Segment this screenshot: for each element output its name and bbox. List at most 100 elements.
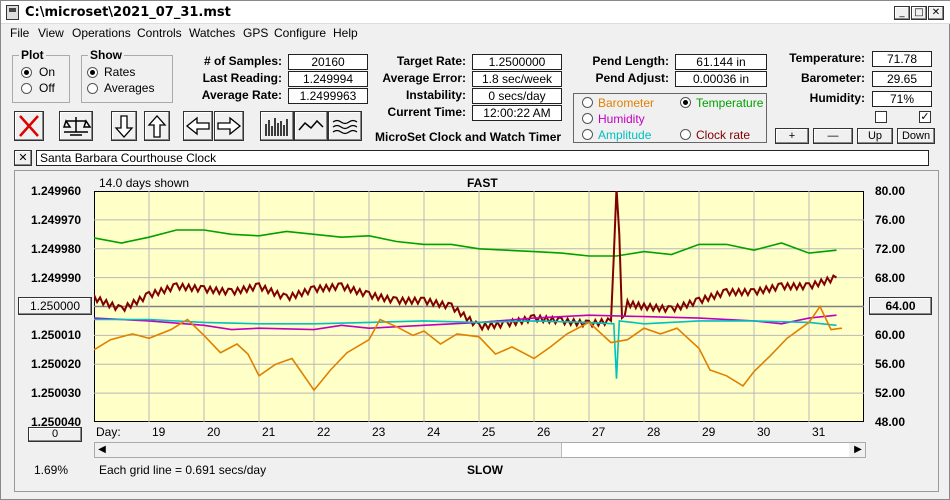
average-error-label: Average Error:	[382, 71, 466, 85]
left-axis-tick-label: 1.249970	[31, 212, 82, 227]
down-arrow-icon	[114, 115, 134, 138]
left-axis-tick-label: 1.250020	[31, 357, 82, 372]
bars-icon	[265, 118, 288, 136]
temperature-field[interactable]: 71.78	[872, 51, 932, 67]
right-arrow-button[interactable]	[214, 111, 244, 141]
line-chart-button[interactable]	[294, 111, 328, 141]
percent-label: 1.69%	[34, 463, 69, 477]
menu-gps[interactable]: GPS	[243, 26, 269, 40]
humidity-option: Humidity	[598, 112, 645, 126]
slow-label: SLOW	[467, 463, 503, 477]
show-group: Show Rates Averages	[81, 48, 173, 103]
up-arrow-button[interactable]	[144, 111, 170, 141]
amplitude-radio[interactable]	[582, 129, 593, 140]
checkbox-right[interactable]: ✓	[919, 111, 931, 123]
title-bar: C:\microset\2021_07_31.mst _ □ ✕	[1, 1, 950, 24]
current-time-field[interactable]: 12:00:22 AM	[472, 105, 562, 121]
pend-adjust-field[interactable]: 0.00036 in	[675, 71, 767, 87]
ripple-icon	[332, 119, 358, 135]
last-reading-label: Last Reading:	[202, 71, 282, 85]
rate-center-button[interactable]: 1.250000	[18, 297, 92, 315]
balance-scale-icon	[62, 117, 92, 136]
sensor-center-button[interactable]: 64.00	[869, 297, 932, 315]
up-arrow-icon	[147, 115, 167, 138]
menu-configure[interactable]: Configure	[274, 26, 327, 40]
humidity-field[interactable]: 71%	[872, 91, 932, 107]
right-axis-tick-label: 60.00	[875, 328, 906, 343]
show-averages-radio[interactable]	[87, 83, 98, 94]
amplitude-series-line	[94, 318, 837, 379]
clock-rate-series-line	[94, 191, 838, 332]
average-error-field[interactable]: 1.8 sec/week	[472, 71, 562, 87]
plot-off-label: Off	[39, 81, 55, 95]
up-button[interactable]: Up	[857, 128, 893, 144]
average-rate-label: Average Rate:	[201, 88, 282, 102]
clock-rate-radio[interactable]	[680, 129, 691, 140]
red-x-icon	[19, 115, 39, 137]
last-reading-field[interactable]: 1.249994	[288, 71, 368, 87]
chart-plot-area[interactable]	[94, 191, 864, 422]
app-calculator-icon[interactable]	[6, 5, 19, 20]
bar-chart-button[interactable]	[260, 111, 294, 141]
x-axis-tick-label: 21	[262, 425, 276, 439]
instability-field[interactable]: 0 secs/day	[472, 88, 562, 104]
down-button[interactable]: Down	[897, 128, 935, 144]
left-axis-tick-label: 1.250030	[31, 386, 82, 401]
plot-on-radio[interactable]	[21, 67, 32, 78]
temperature-series-line	[94, 229, 837, 257]
plot-group: Plot On Off	[12, 48, 70, 103]
menu-controls[interactable]: Controls	[137, 26, 182, 40]
plus-button[interactable]: +	[775, 128, 809, 144]
smooth-chart-button[interactable]	[328, 111, 362, 141]
left-arrow-button[interactable]	[183, 111, 213, 141]
checkbox-left[interactable]	[875, 111, 887, 123]
samples-field[interactable]: 20160	[288, 54, 368, 70]
right-axis-tick-label: 76.00	[875, 212, 906, 227]
right-axis-tick-label: 52.00	[875, 386, 906, 401]
clock-name-field[interactable]: Santa Barbara Courthouse Clock	[36, 150, 929, 166]
balance-button[interactable]	[59, 111, 93, 141]
barometer-label: Barometer:	[800, 71, 865, 85]
barometer-field[interactable]: 29.65	[872, 71, 932, 87]
scroll-right-icon[interactable]: ▶	[854, 444, 862, 455]
barometer-radio[interactable]	[582, 97, 593, 108]
close-window-button[interactable]: ✕	[928, 6, 944, 20]
horizontal-scrollbar[interactable]: ◀ ▶	[94, 442, 866, 458]
temperature-radio[interactable]	[680, 97, 691, 108]
x-axis-tick-label: 26	[537, 425, 551, 439]
left-value-button[interactable]: 0	[28, 427, 82, 442]
menu-operations[interactable]: Operations	[72, 26, 131, 40]
right-axis-tick-label: 56.00	[875, 357, 906, 372]
scroll-left-icon[interactable]: ◀	[98, 444, 106, 455]
sensor-select-group: Barometer Temperature Humidity Amplitude…	[573, 93, 767, 143]
average-rate-field[interactable]: 1.2499963	[288, 88, 368, 104]
menu-bar: File View Operations Controls Watches GP…	[1, 24, 950, 43]
target-rate-field[interactable]: 1.2500000	[472, 54, 562, 70]
menu-watches[interactable]: Watches	[189, 26, 236, 40]
menu-view[interactable]: View	[38, 26, 64, 40]
close-clock-button[interactable]: ✕	[14, 150, 32, 166]
days-shown-label: 14.0 days shown	[99, 176, 190, 190]
maximize-button[interactable]: □	[911, 6, 927, 20]
down-arrow-button[interactable]	[111, 111, 137, 141]
x-axis-tick-label: 20	[207, 425, 221, 439]
clear-button[interactable]	[14, 111, 44, 141]
plot-off-radio[interactable]	[21, 83, 32, 94]
pend-length-label: Pend Length:	[592, 54, 669, 68]
x-axis-tick-label: 30	[757, 425, 771, 439]
menu-file[interactable]: File	[10, 26, 30, 40]
minimize-button[interactable]: _	[894, 6, 910, 20]
temperature-option: Temperature	[696, 96, 764, 110]
minus-button[interactable]: —	[813, 128, 853, 144]
amplitude-option: Amplitude	[598, 128, 652, 142]
show-rates-radio[interactable]	[87, 67, 98, 78]
scroll-thumb[interactable]	[561, 443, 849, 457]
right-axis-tick-label: 68.00	[875, 270, 906, 285]
menu-help[interactable]: Help	[333, 26, 358, 40]
pend-length-field[interactable]: 61.144 in	[675, 54, 767, 70]
x-axis-tick-label: 27	[592, 425, 606, 439]
left-axis-tick-label: 1.249980	[31, 241, 82, 256]
target-rate-label: Target Rate:	[396, 54, 466, 68]
humidity-radio[interactable]	[582, 113, 593, 124]
